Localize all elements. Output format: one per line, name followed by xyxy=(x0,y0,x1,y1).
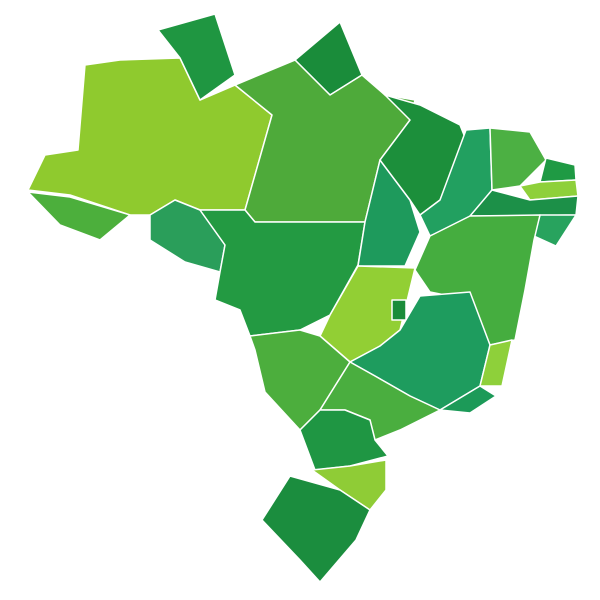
bahia xyxy=(414,214,541,346)
rio-grande-do-sul xyxy=(261,475,371,583)
roraima xyxy=(157,13,236,101)
rio-de-janeiro xyxy=(439,385,497,414)
acre xyxy=(27,191,131,241)
parana xyxy=(299,409,389,471)
paraiba xyxy=(519,179,579,201)
espirito-santo xyxy=(479,339,513,387)
distrito-federal xyxy=(391,299,407,321)
ceara xyxy=(489,127,547,191)
